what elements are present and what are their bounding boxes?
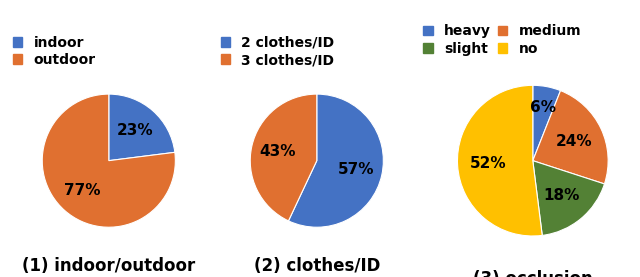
Wedge shape xyxy=(532,85,561,161)
Wedge shape xyxy=(458,85,542,236)
Wedge shape xyxy=(250,94,317,221)
Legend: 2 clothes/ID, 3 clothes/ID: 2 clothes/ID, 3 clothes/ID xyxy=(221,36,335,67)
Legend: indoor, outdoor: indoor, outdoor xyxy=(13,36,95,67)
Wedge shape xyxy=(533,91,608,184)
Text: 52%: 52% xyxy=(469,156,506,171)
Wedge shape xyxy=(109,94,175,161)
Text: 18%: 18% xyxy=(543,188,580,203)
Wedge shape xyxy=(533,161,604,235)
Text: 6%: 6% xyxy=(530,100,556,115)
Text: 77%: 77% xyxy=(64,183,100,198)
Text: (3) occlusion: (3) occlusion xyxy=(473,270,593,277)
Wedge shape xyxy=(42,94,175,227)
Text: 57%: 57% xyxy=(337,162,374,177)
Text: 23%: 23% xyxy=(117,123,154,138)
Text: 43%: 43% xyxy=(260,144,296,160)
Text: (2) clothes/ID: (2) clothes/ID xyxy=(253,257,380,275)
Text: (1) indoor/outdoor: (1) indoor/outdoor xyxy=(22,257,195,275)
Legend: heavy, slight, medium, no: heavy, slight, medium, no xyxy=(423,24,581,56)
Text: 24%: 24% xyxy=(556,134,592,149)
Wedge shape xyxy=(289,94,383,227)
